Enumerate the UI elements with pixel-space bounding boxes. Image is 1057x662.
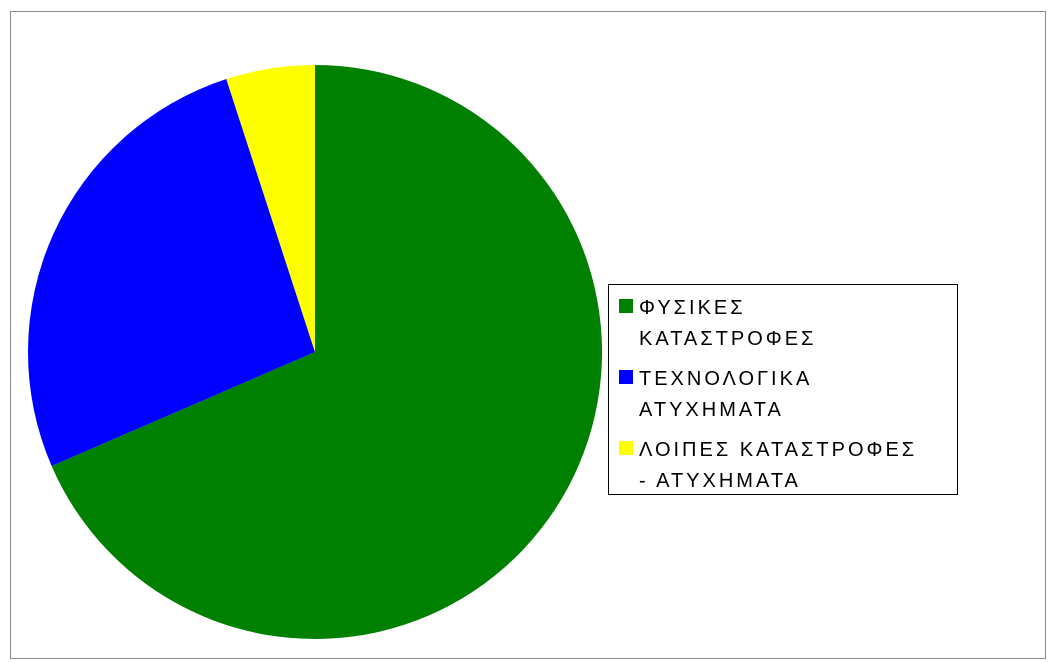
legend-item-other-disasters: ΛΟΙΠΕΣ ΚΑΤΑΣΤΡΟΦΕΣ - ΑΤΥΧΗΜΑΤΑ [619,435,949,497]
legend-label: ΦΥΣΙΚΕΣ ΚΑΤΑΣΤΡΟΦΕΣ [639,297,817,350]
legend-swatch [619,299,633,313]
pie-slice-natural-disasters [51,65,602,639]
legend-label: ΤΕΧΝΟΛΟΓΙΚΑ ΑΤΥΧΗΜΑΤΑ [639,368,813,421]
legend-item-technological-accidents: ΤΕΧΝΟΛΟΓΙΚΑ ΑΤΥΧΗΜΑΤΑ [619,364,949,426]
legend-swatch [619,441,633,455]
legend-swatch [619,370,633,384]
pie-slice-technological-accidents [27,79,315,466]
legend: ΦΥΣΙΚΕΣ ΚΑΤΑΣΤΡΟΦΕΣ ΤΕΧΝΟΛΟΓΙΚΑ ΑΤΥΧΗΜΑΤ… [608,284,958,495]
legend-label: ΛΟΙΠΕΣ ΚΑΤΑΣΤΡΟΦΕΣ - ΑΤΥΧΗΜΑΤΑ [639,439,918,492]
pie-slice-other-disasters [226,65,315,352]
legend-item-natural-disasters: ΦΥΣΙΚΕΣ ΚΑΤΑΣΤΡΟΦΕΣ [619,293,949,355]
